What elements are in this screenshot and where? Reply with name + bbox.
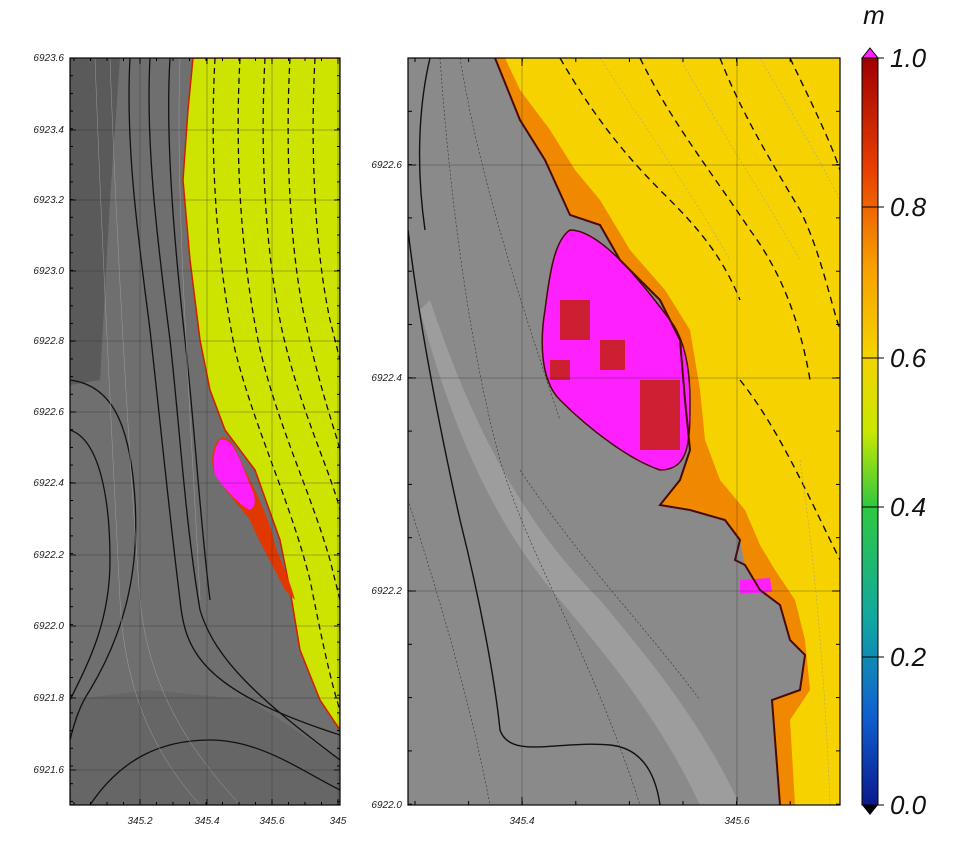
y-tick-label: 6922.2 [371,586,402,597]
colorbar-label: 0.6 [890,343,927,373]
y-tick-label: 6921.6 [33,765,64,776]
y-tick-label: 6923.0 [33,266,64,277]
y-tick-label: 6922.0 [33,621,64,632]
y-tick-label: 6923.2 [33,195,64,206]
colorbar-label: 1.0 [890,43,927,73]
colorbar-min [862,805,878,815]
colorbar-label: 0.8 [890,192,927,222]
y-tick-label: 6922.4 [371,373,402,384]
colorbar-label: 0.0 [890,790,927,820]
y-tick-label: 6922.2 [33,550,64,561]
y-tick-label: 6922.6 [371,160,402,171]
figure: m 6923.6 6923.4 6923.2 6923.0 6922.8 6922.6 69… [0,0,967,842]
x-tick-label: 345.6 [259,816,284,827]
y-tick-label: 6922.6 [33,407,64,418]
right-map [408,58,840,805]
colorbar-max [862,48,878,58]
x-tick-label: 345.6 [724,816,749,827]
y-tick-label: 6923.4 [33,125,64,136]
y-tick-label: 6922.8 [33,336,64,347]
colorbar-unit: m [863,0,885,30]
x-tick-label: 345.4 [194,816,219,827]
y-tick-label: 6923.6 [33,53,64,64]
y-tick-label: 6922.4 [33,478,64,489]
x-tick-label: 345.4 [509,816,534,827]
colorbar-label: 0.4 [890,492,926,522]
y-tick-label: 6921.8 [33,693,64,704]
x-tick-label: 345.2 [127,816,152,827]
colorbar-label: 0.2 [890,642,927,672]
x-tick-label: 345 [330,816,347,827]
colorbar [862,58,878,805]
y-tick-label: 6922.0 [371,800,402,811]
left-map [70,58,340,805]
